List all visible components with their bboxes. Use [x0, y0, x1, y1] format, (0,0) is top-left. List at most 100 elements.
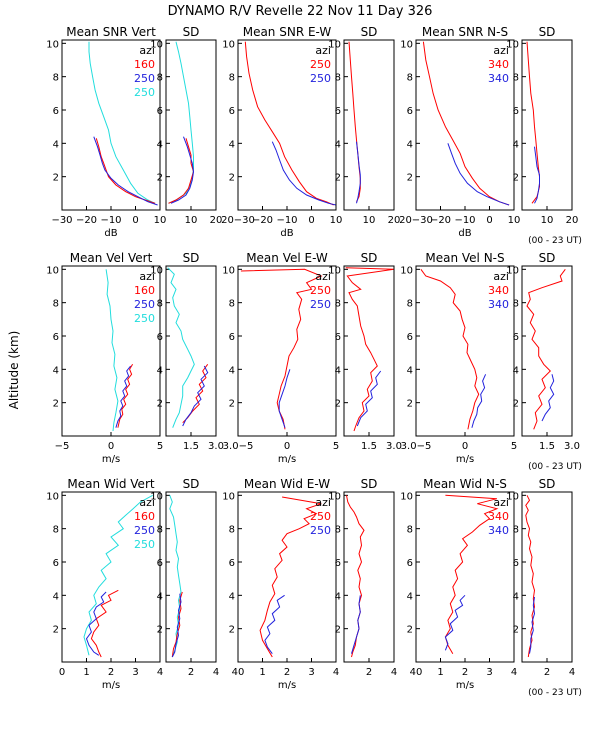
x-tick-label: 3.0 — [564, 441, 580, 452]
x-tick-label: 20−30 — [221, 215, 255, 226]
x-tick-label: 2 — [366, 667, 372, 678]
panel-frame — [521, 265, 573, 437]
y-tick-label: 4 — [407, 139, 413, 150]
x-axis-label: dB — [104, 228, 117, 239]
panel-frame — [165, 39, 217, 211]
y-tick-label: 4 — [157, 139, 163, 150]
y-tick-label: 4 — [513, 365, 519, 376]
y-tick-label: 6 — [513, 332, 519, 343]
y-tick-label: 8 — [229, 525, 235, 536]
x-tick-label: 4 — [569, 667, 575, 678]
y-tick-label: 4 — [229, 591, 235, 602]
x-tick-label: 1.5 — [183, 441, 199, 452]
x-tick-label: −20 — [252, 215, 273, 226]
y-tick-label: 4 — [407, 591, 413, 602]
y-tick-label: 6 — [513, 106, 519, 117]
y-tick-label: 8 — [335, 73, 341, 84]
legend-header: azi — [139, 44, 155, 57]
panel-2-1: SD 2 4 6 8 10 2 4 — [150, 477, 219, 678]
x-tick-label: 20 — [210, 215, 223, 226]
panel-title: SD — [183, 477, 200, 491]
y-tick-label: 2 — [229, 173, 235, 184]
legend-header: azi — [493, 270, 509, 283]
x-tick-label: 0 — [132, 215, 138, 226]
series-line-red — [526, 41, 540, 204]
series-line-red — [444, 494, 499, 654]
y-tick-label: 10 — [328, 265, 341, 276]
y-tick-label: 10 — [46, 265, 59, 276]
panel-frame — [343, 265, 395, 437]
x-axis-label: m/s — [278, 454, 296, 465]
x-tick-label: 10 — [330, 215, 343, 226]
series-group — [244, 41, 336, 206]
y-tick-label: 10 — [222, 265, 235, 276]
series-line-blue — [444, 594, 466, 651]
panel-title: Mean Vel N-S — [425, 251, 504, 265]
y-tick-label: 10 — [400, 39, 413, 50]
y-tick-label: 6 — [407, 332, 413, 343]
y-tick-label: 2 — [53, 625, 59, 636]
series-group — [526, 269, 566, 430]
x-tick-label: 10 — [541, 215, 554, 226]
series-group — [259, 496, 322, 658]
legend-entry: 160 — [134, 510, 155, 523]
y-tick-label: 8 — [335, 299, 341, 310]
x-tick-label: 20 — [388, 215, 401, 226]
panel-frame — [521, 491, 573, 663]
x-tick-label: 0 — [486, 215, 492, 226]
x-tick-label: 4 — [511, 667, 517, 678]
panel-1-3: SD 2 4 6 8 10 1.5 3.0 — [328, 251, 402, 452]
series-line-red — [90, 589, 119, 658]
series-line-red — [345, 267, 394, 432]
panel-title: SD — [361, 251, 378, 265]
x-tick-label: 4 — [157, 667, 163, 678]
series-line-red — [117, 364, 134, 428]
panel-frame — [61, 491, 161, 663]
x-tick-label: 3.0−5 — [401, 441, 432, 452]
legend-header: azi — [493, 44, 509, 57]
y-tick-label: 2 — [513, 399, 519, 410]
series-group — [169, 495, 183, 658]
series-group — [168, 41, 195, 204]
y-tick-label: 6 — [157, 558, 163, 569]
x-tick-label: 5 — [333, 441, 339, 452]
panel-title: SD — [539, 25, 556, 39]
y-tick-label: 4 — [53, 139, 59, 150]
y-tick-label: 2 — [53, 399, 59, 410]
series-line-blue — [447, 143, 510, 206]
x-tick-label: −30 — [51, 215, 72, 226]
panel-frame — [521, 39, 573, 211]
x-tick-label: 0 — [462, 441, 468, 452]
panel-title: Mean SNR Vert — [66, 25, 156, 39]
series-line-blue — [93, 136, 158, 206]
legend-entry: 250 — [310, 72, 331, 85]
legend-entry: 340 — [488, 58, 509, 71]
y-tick-label: 10 — [506, 39, 519, 50]
y-tick-label: 2 — [157, 625, 163, 636]
series-line-blue — [271, 141, 336, 206]
y-tick-label: 6 — [335, 332, 341, 343]
x-axis-label: dB — [280, 228, 293, 239]
series-group — [167, 267, 209, 428]
x-tick-label: 1 — [83, 667, 89, 678]
y-tick-label: 10 — [150, 491, 163, 502]
panel-title: Mean Wid E-W — [244, 477, 330, 491]
y-tick-label: 8 — [53, 525, 59, 536]
legend-entry: 250 — [134, 86, 155, 99]
y-tick-label: 10 — [400, 265, 413, 276]
panel-frame — [61, 39, 161, 211]
series-line-blue — [170, 136, 195, 204]
x-tick-label: 4 — [333, 667, 339, 678]
x-tick-label: 3 — [486, 667, 492, 678]
panel-2-3: SD 2 4 6 8 10 2 4 — [328, 477, 397, 678]
y-tick-label: 6 — [229, 332, 235, 343]
y-tick-label: 2 — [157, 173, 163, 184]
x-axis-label: m/s — [102, 680, 120, 691]
series-line-red — [346, 495, 365, 658]
x-tick-label: 20 — [566, 215, 579, 226]
x-tick-label: 10 — [185, 215, 198, 226]
y-tick-label: 8 — [513, 299, 519, 310]
y-tick-label: 4 — [53, 365, 59, 376]
